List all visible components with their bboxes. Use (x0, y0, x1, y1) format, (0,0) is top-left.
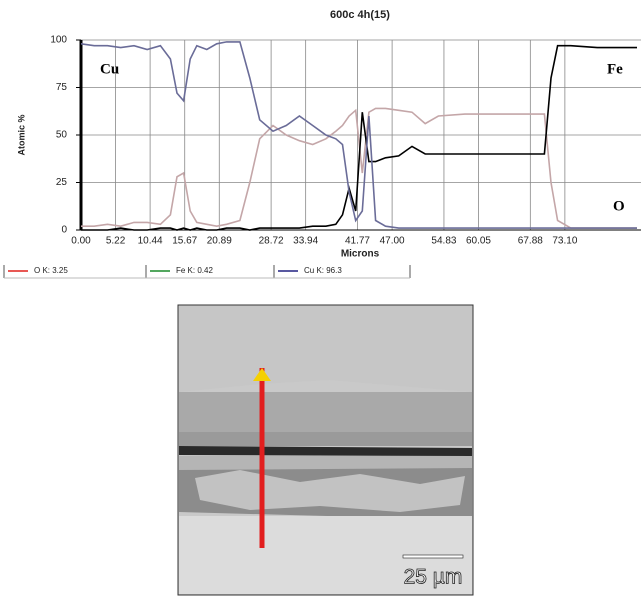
scale-bar (402, 554, 464, 559)
legend-label: Cu K: 96.3 (304, 266, 342, 275)
x-tick-label: 33.94 (293, 236, 318, 247)
x-tick-label: 67.88 (518, 236, 543, 247)
y-axis-label: Atomic % (16, 114, 26, 155)
layer (179, 446, 472, 456)
legend-label: Fe K: 0.42 (176, 266, 213, 275)
layer (179, 456, 472, 470)
scan-line (259, 368, 265, 548)
scale-bar-label: 25 µm (404, 566, 463, 589)
annotation: Cu (100, 61, 119, 77)
micrograph: 25 µm (177, 304, 474, 596)
x-tick-label: 73.10 (552, 236, 577, 247)
x-tick-label: 28.72 (259, 236, 284, 247)
x-tick-label: 15.67 (172, 236, 197, 247)
layer (179, 306, 472, 392)
x-tick-label: 20.89 (207, 236, 232, 247)
x-tick-label: 54.83 (431, 236, 456, 247)
series-line (81, 44, 637, 231)
y-tick-label: 0 (61, 225, 67, 236)
y-tick-label: 25 (56, 177, 68, 188)
legend-label: O K: 3.25 (34, 266, 68, 275)
layer (179, 432, 472, 446)
x-tick-label: 60.05 (466, 236, 491, 247)
x-tick-label: 41.77 (345, 236, 370, 247)
chart-title: 600c 4h(15) (330, 9, 390, 21)
y-tick-label: 75 (56, 82, 68, 93)
series-line (81, 41, 637, 229)
y-tick-label: 50 (56, 130, 68, 141)
y-tick-label: 100 (50, 35, 67, 46)
x-tick-label: 47.00 (380, 236, 405, 247)
layer (179, 392, 472, 432)
x-axis-label: Microns (341, 249, 380, 260)
x-tick-label: 10.44 (138, 236, 163, 247)
series-line (81, 107, 637, 229)
scan-marker (253, 368, 271, 381)
annotation: Fe (607, 61, 623, 77)
annotation: O (613, 198, 625, 214)
x-tick-label: 0.00 (71, 236, 91, 247)
x-tick-label: 5.22 (106, 236, 126, 247)
